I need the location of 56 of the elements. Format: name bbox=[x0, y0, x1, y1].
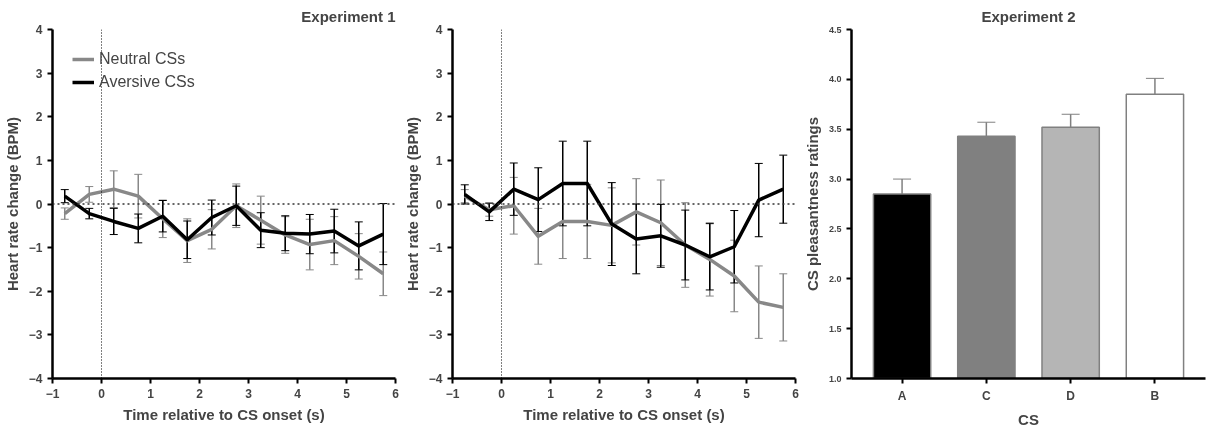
x-tick-label: 6 bbox=[392, 386, 400, 401]
y-tick-label: 1 bbox=[35, 153, 43, 168]
y-tick-label: −4 bbox=[428, 372, 443, 386]
x-axis-title: CS bbox=[1018, 410, 1039, 428]
y-tick-label: −2 bbox=[28, 284, 43, 299]
y-tick-label: −2 bbox=[428, 284, 443, 299]
x-tick-label: −1 bbox=[445, 386, 460, 401]
x-tick-label: 0 bbox=[498, 386, 506, 401]
x-tick-label: 4 bbox=[694, 386, 702, 401]
y-tick-label: 0 bbox=[435, 197, 443, 212]
x-tick-label: A bbox=[897, 388, 907, 403]
y-tick-label: 0 bbox=[35, 197, 43, 212]
chart-title: Experiment 1 bbox=[301, 7, 396, 25]
y-axis-title: Heart rate change (BPM) bbox=[403, 116, 421, 292]
y-tick-label: 4.5 bbox=[828, 24, 842, 35]
x-tick-label: D bbox=[1066, 388, 1076, 403]
y-tick-label: 1.5 bbox=[828, 323, 842, 334]
y-tick-label: −3 bbox=[428, 328, 443, 343]
x-tick-label: 2 bbox=[596, 386, 604, 401]
y-tick-label: 2.5 bbox=[828, 223, 842, 234]
y-tick-label: 3 bbox=[435, 66, 443, 81]
y-tick-label: 2.0 bbox=[828, 273, 842, 284]
y-axis-title: Heart rate change (BPM) bbox=[3, 116, 21, 292]
x-tick-label: 5 bbox=[343, 386, 351, 401]
y-tick-label: 3.5 bbox=[828, 124, 842, 135]
legend-label: Aversive CSs bbox=[99, 73, 195, 91]
y-tick-label: −4 bbox=[28, 372, 43, 386]
x-tick-label: 3 bbox=[645, 386, 653, 401]
x-axis-title: Time relative to CS onset (s) bbox=[523, 405, 725, 423]
y-tick-label: 4.0 bbox=[828, 74, 842, 85]
legend-label: Neutral CSs bbox=[99, 50, 186, 68]
y-tick-label: −3 bbox=[28, 328, 43, 343]
x-tick-label: 6 bbox=[792, 386, 800, 401]
y-tick-label: 3.0 bbox=[828, 174, 842, 185]
x-tick-label: 1 bbox=[547, 386, 555, 401]
y-tick-label: 2 bbox=[35, 110, 43, 125]
y-tick-label: 2 bbox=[435, 110, 443, 125]
y-tick-label: 4 bbox=[435, 23, 443, 37]
y-tick-label: 1 bbox=[435, 153, 443, 168]
x-tick-label: 1 bbox=[147, 386, 155, 401]
y-tick-label: 4 bbox=[35, 23, 43, 37]
x-tick-label: 5 bbox=[743, 386, 751, 401]
x-tick-label: C bbox=[982, 388, 992, 403]
x-tick-label: 3 bbox=[245, 386, 253, 401]
y-tick-label: −1 bbox=[28, 241, 43, 256]
y-tick-label: 1.0 bbox=[828, 373, 842, 384]
y-tick-label: −1 bbox=[428, 241, 443, 256]
chart-title: Experiment 2 bbox=[981, 7, 1076, 25]
y-axis-title: CS pleasantness ratings bbox=[803, 116, 821, 292]
x-tick-label: 4 bbox=[294, 386, 302, 401]
x-tick-label: 2 bbox=[196, 386, 204, 401]
x-tick-label: B bbox=[1150, 388, 1160, 403]
x-tick-label: 0 bbox=[98, 386, 106, 401]
x-axis-title: Time relative to CS onset (s) bbox=[123, 405, 325, 423]
x-tick-label: −1 bbox=[45, 386, 60, 401]
y-tick-label: 3 bbox=[35, 66, 43, 81]
